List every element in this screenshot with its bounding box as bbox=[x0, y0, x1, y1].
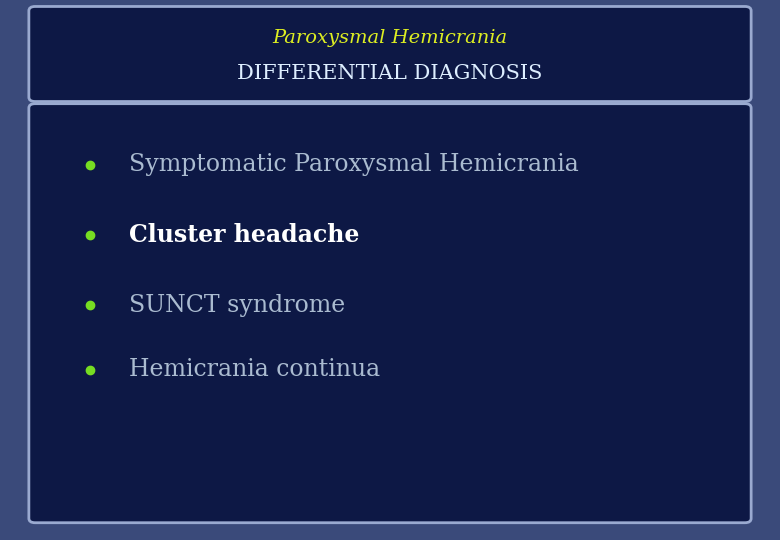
Text: SUNCT syndrome: SUNCT syndrome bbox=[129, 294, 345, 316]
Text: Cluster headache: Cluster headache bbox=[129, 223, 359, 247]
FancyBboxPatch shape bbox=[29, 6, 751, 102]
FancyBboxPatch shape bbox=[29, 104, 751, 523]
Text: Hemicrania continua: Hemicrania continua bbox=[129, 359, 380, 381]
Text: Paroxysmal Hemicrania: Paroxysmal Hemicrania bbox=[272, 30, 508, 48]
Text: DIFFERENTIAL DIAGNOSIS: DIFFERENTIAL DIAGNOSIS bbox=[237, 64, 543, 83]
Text: Symptomatic Paroxysmal Hemicrania: Symptomatic Paroxysmal Hemicrania bbox=[129, 153, 579, 176]
